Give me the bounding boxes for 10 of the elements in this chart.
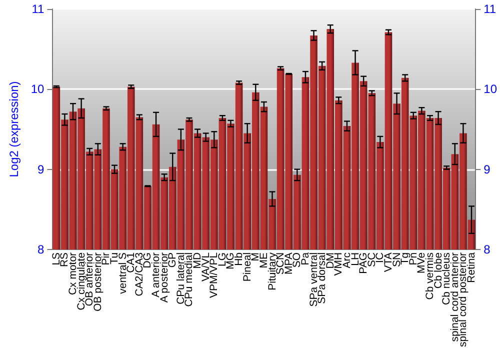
y2-tick-label: 11 <box>484 2 496 16</box>
y-tick-label: 9 <box>38 162 45 176</box>
y-axis-title: Log2 (expression) <box>7 81 21 178</box>
y-tick-label: 10 <box>30 82 45 96</box>
x-tick-label: Tg <box>399 252 412 265</box>
y-tick-label: 8 <box>38 242 45 256</box>
y2-tick-label: 9 <box>484 162 491 176</box>
y-tick-label: 11 <box>32 2 45 16</box>
y2-tick-label: 10 <box>484 82 498 96</box>
y2-tick-label: 8 <box>484 242 491 256</box>
